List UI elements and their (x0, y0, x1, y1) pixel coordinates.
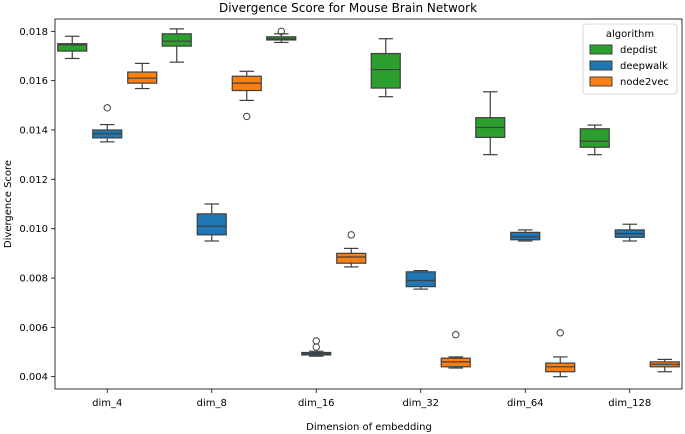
y-tick-label: 0.010 (19, 224, 48, 235)
box-depdist-dim_8 (161, 28, 192, 63)
category-group-dim_16 (266, 27, 367, 357)
box-iqr (57, 43, 88, 52)
box-iqr (545, 362, 576, 373)
outlier-point (312, 337, 320, 345)
outlier-point (277, 27, 285, 36)
y-tick-label: 0.006 (19, 323, 48, 334)
outlier-point (103, 104, 111, 112)
x-tick-label: dim_32 (402, 398, 439, 409)
legend-swatch-depdist (589, 44, 613, 55)
box-deepwalk-dim_128 (614, 223, 645, 242)
category-group-dim_4 (57, 35, 158, 143)
category-group-dim_32 (370, 38, 471, 369)
legend: algorithm depdist deepwalk node2vec (582, 23, 678, 95)
box-groups (57, 27, 680, 378)
x-tick-label: dim_64 (507, 398, 544, 409)
box-node2vec-dim_128 (649, 358, 680, 373)
outlier-point (243, 112, 251, 121)
x-axis-title: Dimension of embedding (306, 422, 432, 433)
box-deepwalk-dim_16 (301, 337, 332, 357)
legend-label-deepwalk: deepwalk (620, 61, 668, 72)
box-depdist-dim_16 (266, 27, 297, 44)
box-depdist-dim_4 (57, 35, 88, 60)
box-iqr (196, 213, 227, 236)
legend-title: algorithm (606, 29, 654, 40)
y-tick-label: 0.012 (19, 175, 48, 186)
outlier-point (347, 231, 355, 239)
box-iqr (510, 231, 541, 241)
box-iqr (579, 128, 610, 148)
box-deepwalk-dim_8 (196, 203, 227, 242)
y-tick-label: 0.004 (19, 372, 48, 383)
y-tick-label: 0.008 (19, 274, 48, 285)
outlier-point (556, 329, 564, 337)
legend-label-node2vec: node2vec (620, 77, 669, 88)
box-deepwalk-dim_64 (510, 229, 541, 242)
box-iqr (440, 357, 471, 368)
box-node2vec-dim_8 (231, 70, 262, 121)
x-tick-label: dim_16 (298, 398, 335, 409)
plot-area (54, 18, 683, 390)
box-deepwalk-dim_32 (405, 270, 436, 290)
box-depdist-dim_64 (475, 91, 506, 156)
box-deepwalk-dim_4 (92, 104, 123, 143)
box-depdist-dim_32 (370, 38, 401, 98)
category-group-dim_8 (161, 28, 262, 242)
box-node2vec-dim_4 (127, 62, 158, 90)
x-tick-label: dim_4 (92, 398, 122, 409)
x-axis: dim_4 dim_8 dim_16 dim_32 dim_64 dim_128 (92, 389, 651, 409)
box-iqr (336, 252, 367, 264)
category-group-dim_128 (579, 124, 680, 373)
legend-label-depdist: depdist (620, 45, 657, 56)
box-node2vec-dim_16 (336, 231, 367, 268)
legend-swatch-deepwalk (589, 60, 613, 71)
box-node2vec-dim_32 (440, 331, 471, 369)
box-iqr (161, 33, 192, 47)
x-tick-label: dim_8 (197, 398, 227, 409)
y-axis-title: Divergence Score (3, 160, 14, 248)
y-tick-label: 0.018 (19, 27, 48, 38)
y-tick-label: 0.016 (19, 76, 48, 87)
box-node2vec-dim_64 (545, 329, 576, 378)
category-group-dim_64 (475, 91, 576, 378)
box-depdist-dim_128 (579, 124, 610, 156)
y-axis: 0.004 0.006 0.008 0.010 0.012 0.014 0.016 0.018 (19, 27, 55, 383)
box-iqr (405, 271, 436, 288)
outlier-point (312, 343, 320, 351)
outlier-point (452, 331, 460, 339)
box-iqr (127, 71, 158, 84)
y-tick-label: 0.014 (19, 126, 48, 137)
legend-swatch-node2vec (589, 76, 613, 87)
x-tick-label: dim_128 (608, 398, 651, 409)
chart-title: Divergence Score for Mouse Brain Network (219, 1, 477, 15)
box-iqr (370, 52, 401, 89)
